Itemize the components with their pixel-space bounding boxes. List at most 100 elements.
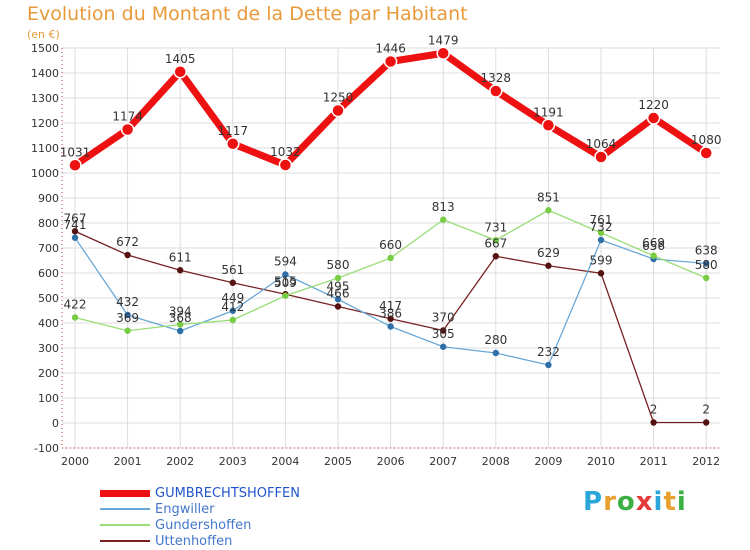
data-label: 1328 xyxy=(481,71,512,85)
data-point xyxy=(545,262,552,269)
y-tick-label: 600 xyxy=(38,267,59,280)
data-point xyxy=(594,150,608,164)
data-label: 667 xyxy=(484,236,507,250)
data-point xyxy=(541,118,556,132)
y-tick-label: 400 xyxy=(38,317,59,330)
x-tick-label: 2006 xyxy=(377,455,405,468)
y-tick-label: 1000 xyxy=(31,167,59,180)
x-tick-label: 2010 xyxy=(587,455,615,468)
data-point xyxy=(703,419,710,426)
legend-label: Uttenhoffen xyxy=(155,534,233,549)
data-point xyxy=(124,327,131,334)
data-point xyxy=(387,315,394,322)
x-tick-label: 2012 xyxy=(692,455,720,468)
data-point xyxy=(71,314,79,321)
data-label: 656 xyxy=(642,239,665,253)
x-tick-label: 2003 xyxy=(219,455,247,468)
x-tick-label: 2002 xyxy=(166,455,194,468)
data-point xyxy=(229,307,236,314)
data-label: 851 xyxy=(537,190,560,204)
data-label: 449 xyxy=(221,291,244,305)
data-label: 660 xyxy=(379,238,402,252)
data-label: 1080 xyxy=(691,133,722,147)
data-point xyxy=(71,234,79,241)
x-tick-label: 2011 xyxy=(640,455,668,468)
data-point xyxy=(120,122,135,137)
y-tick-label: 1100 xyxy=(31,142,59,155)
data-label: 432 xyxy=(116,295,139,309)
data-labels: 767 672 611 561 515 466 417 370 667 629 599 2 2 741 43… xyxy=(60,33,722,416)
legend-label: Gundershoffen xyxy=(155,518,252,533)
data-point xyxy=(699,146,713,160)
data-label: 1174 xyxy=(112,110,143,124)
data-point xyxy=(282,292,289,299)
data-label: 580 xyxy=(695,258,718,272)
logo-letter: i xyxy=(653,487,664,517)
x-tick-label: 2007 xyxy=(429,455,457,468)
data-point xyxy=(440,216,447,223)
data-point xyxy=(492,349,499,357)
data-label: 580 xyxy=(327,258,350,272)
gridlines xyxy=(62,47,720,449)
data-point xyxy=(331,103,345,118)
data-label: 412 xyxy=(221,300,244,314)
data-point xyxy=(489,84,503,98)
data-point xyxy=(545,207,552,214)
logo-letter: x xyxy=(635,487,654,517)
data-label: 515 xyxy=(274,274,297,288)
data-label: 672 xyxy=(116,235,139,249)
data-point xyxy=(229,316,236,324)
data-label: 732 xyxy=(590,220,613,234)
data-point xyxy=(278,158,293,172)
y-tick-label: 1400 xyxy=(31,67,59,80)
data-label: 305 xyxy=(432,327,455,341)
data-label: 767 xyxy=(64,211,87,225)
data-label: 232 xyxy=(537,345,560,359)
data-label: 629 xyxy=(537,246,560,260)
data-label: 761 xyxy=(590,213,613,227)
legend-swatch xyxy=(100,524,150,526)
logo-letter: o xyxy=(616,487,636,517)
data-point xyxy=(282,271,289,278)
logo-letter: r xyxy=(603,487,617,517)
data-point xyxy=(492,237,499,244)
data-label: 669 xyxy=(642,236,665,250)
x-tick-label: 2001 xyxy=(114,455,142,468)
data-label: 599 xyxy=(590,253,613,267)
data-point xyxy=(597,236,605,244)
data-label: 2 xyxy=(702,403,710,417)
data-point xyxy=(173,65,187,79)
x-tick-label: 2000 xyxy=(61,455,89,468)
data-point xyxy=(71,228,79,235)
data-label: 1032 xyxy=(270,145,301,159)
legend-swatch xyxy=(100,508,150,510)
data-label: 1405 xyxy=(165,52,196,66)
chart-unit-label: (en €) xyxy=(27,28,60,41)
axes: -100 0 100 200 300 400 500 600 700 800 900 1000 1100… xyxy=(31,42,720,468)
legend-swatch xyxy=(100,489,150,497)
legend-swatch xyxy=(100,540,150,542)
data-label: 394 xyxy=(169,305,192,319)
data-point xyxy=(436,46,450,60)
data-point xyxy=(229,279,236,286)
data-label: 1064 xyxy=(586,137,617,151)
data-point xyxy=(597,270,605,277)
data-label: 638 xyxy=(695,244,718,258)
data-label: 1031 xyxy=(60,145,91,159)
y-tick-label: 0 xyxy=(52,417,59,430)
data-point xyxy=(440,327,447,334)
legend-label: GUMBRECHTSHOFFEN xyxy=(155,486,300,501)
data-label: 368 xyxy=(169,311,192,325)
x-tick-label: 2004 xyxy=(271,455,299,468)
data-point xyxy=(650,419,657,426)
x-tick-label: 2009 xyxy=(534,455,562,468)
x-tick-label: 2008 xyxy=(482,455,510,468)
data-label: 561 xyxy=(221,263,244,277)
data-label: 731 xyxy=(484,220,507,234)
data-point xyxy=(646,111,661,125)
data-label: 1220 xyxy=(638,98,669,112)
y-tick-label: 500 xyxy=(38,292,59,305)
data-point xyxy=(597,229,605,236)
data-label: 1250 xyxy=(323,91,354,105)
data-point xyxy=(703,274,710,282)
